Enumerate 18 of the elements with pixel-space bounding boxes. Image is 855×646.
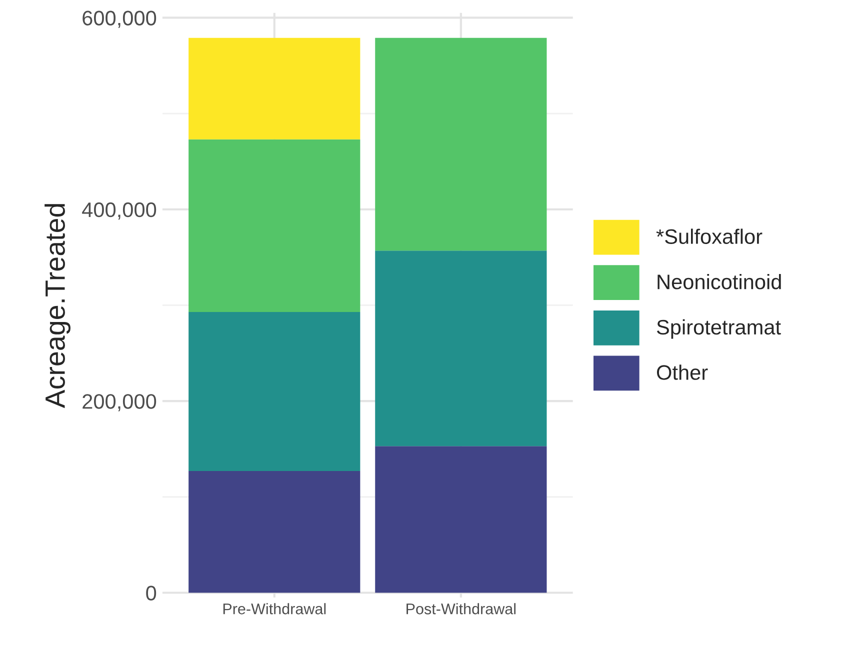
bar bbox=[375, 38, 547, 251]
bar bbox=[375, 250, 547, 446]
bar bbox=[188, 312, 360, 472]
y-tick-label: 600,000 bbox=[82, 10, 156, 28]
legend-label: Other bbox=[656, 364, 708, 380]
legend-label: Spirotetramat bbox=[656, 319, 781, 339]
bar bbox=[375, 446, 547, 593]
legend-label: *Sulfoxaflor bbox=[656, 228, 762, 244]
bar bbox=[188, 471, 360, 593]
x-tick-label: Post-Withdrawal bbox=[406, 603, 516, 614]
bar bbox=[188, 139, 360, 312]
y-axis-title: Acreage.Treated bbox=[44, 204, 70, 408]
y-tick-label: 400,000 bbox=[82, 202, 156, 220]
x-tick-label: Pre-Withdrawal bbox=[223, 603, 326, 614]
y-tick-label: 0 bbox=[146, 586, 156, 601]
legend-label: Neonicotinoid bbox=[658, 274, 781, 290]
bar bbox=[188, 38, 360, 140]
y-tick-label: 200,000 bbox=[82, 394, 156, 412]
